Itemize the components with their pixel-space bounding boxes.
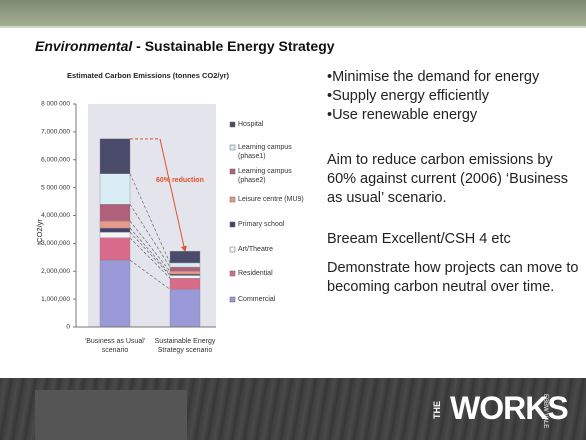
legend-label: Learning campus (phase1)	[238, 143, 318, 161]
logo-place: EBBW VALE	[542, 394, 548, 428]
y-tick-label: 2,000,000	[41, 268, 70, 275]
chart-title: Estimated Carbon Emissions (tonnes CO2/y…	[67, 71, 230, 80]
legend-swatch	[230, 145, 235, 150]
bar-segment	[170, 267, 200, 271]
footer-block	[35, 390, 187, 440]
bar-segment	[170, 271, 200, 274]
legend-label: Learning campus (phase2)	[238, 167, 318, 185]
y-tick-label: 7,000,000	[41, 129, 70, 136]
bar-segment	[170, 278, 200, 289]
legend-label: Art/Theatre	[238, 245, 318, 254]
legend-swatch	[230, 197, 235, 202]
y-tick-label: 0	[66, 324, 70, 331]
bar-segment	[170, 274, 200, 275]
legend-swatch	[230, 271, 235, 276]
paragraph: Demonstrate how projects can move to bec…	[327, 259, 583, 297]
y-tick-label: 3,000,000	[41, 240, 70, 247]
legend-label: Residential	[238, 269, 318, 278]
bar-segment	[100, 238, 130, 260]
y-tick-label: 6,000,000	[41, 156, 70, 163]
bar-segment	[100, 232, 130, 238]
slide: Environmental - Sustainable Energy Strat…	[0, 0, 586, 440]
legend-label: Leisure centre (MU9)	[238, 195, 318, 204]
chart: Estimated Carbon Emissions (tonnes CO2/y…	[0, 0, 320, 378]
paragraph: Breeam Excellent/CSH 4 etc	[327, 230, 583, 249]
legend-swatch	[230, 122, 235, 127]
legend-swatch	[230, 169, 235, 174]
bar-segment	[170, 289, 200, 327]
bar-segment	[100, 228, 130, 232]
legend-swatch	[230, 297, 235, 302]
bar-segment	[100, 174, 130, 205]
bar-segment	[100, 204, 130, 221]
bar-segment	[170, 275, 200, 278]
paragraph: Aim to reduce carbon emissions by 60% ag…	[327, 151, 583, 208]
legend-label: Primary school	[238, 220, 318, 229]
bullet: •Supply energy efficiently	[327, 87, 583, 106]
logo-the: THE	[432, 392, 448, 428]
bar-segment	[100, 260, 130, 327]
legend-swatch	[230, 247, 235, 252]
bar-segment	[170, 263, 200, 267]
x-tick-label: ‘Business as Usual’ scenario	[78, 337, 152, 355]
y-tick-label: 8 000 000	[41, 101, 70, 108]
legend-swatch	[230, 222, 235, 227]
bullets: •Minimise the demand for energy •Supply …	[327, 68, 583, 125]
legend-label: Hospital	[238, 120, 318, 129]
bullet: •Minimise the demand for energy	[327, 68, 583, 87]
legend-label: Commercial	[238, 295, 318, 304]
bar-segment	[170, 251, 200, 263]
annotation: 60% reduction	[156, 177, 204, 184]
y-tick-label: 5 000 000	[41, 184, 70, 191]
y-tick-label: 1,000,000	[41, 296, 70, 303]
bar-segment	[100, 221, 130, 228]
bullet: •Use renewable energy	[327, 106, 583, 125]
bar-segment	[100, 139, 130, 174]
logo-works: WORKS	[450, 390, 568, 427]
x-tick-label: Sustainable Energy Strategy scenario	[148, 337, 222, 355]
y-tick-label: 4,000,000	[41, 212, 70, 219]
